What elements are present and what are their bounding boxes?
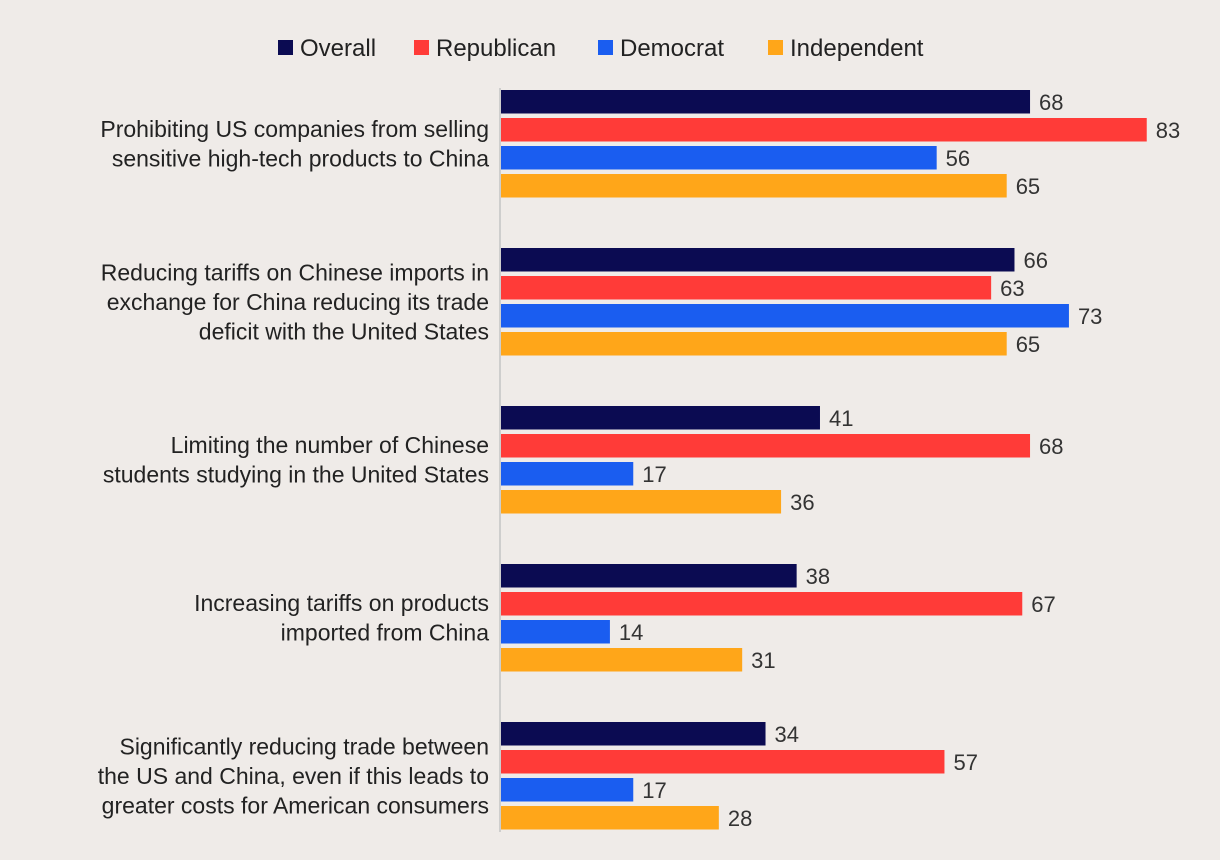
legend-swatch-democrat [598, 40, 613, 55]
value-label-republican-3: 68 [1039, 434, 1063, 459]
category-label-1-line-2: sensitive high-tech products to China [112, 146, 489, 172]
bar-republican-2 [501, 276, 992, 300]
value-labels: 68 83 56 65 66 63 73 65 41 68 17 36 38 67 14 31 34 57 17 28 [619, 90, 1180, 831]
category-label-3-line-2: students studying in the United States [103, 462, 489, 488]
value-label-democrat-2: 73 [1078, 304, 1102, 329]
value-label-overall-3: 41 [829, 406, 853, 431]
value-label-republican-4: 67 [1031, 592, 1055, 617]
value-label-independent-4: 31 [751, 648, 775, 673]
category-label-2-line-3: deficit with the United States [199, 318, 489, 344]
bar-overall-1 [501, 90, 1031, 114]
category-label-5-line-1: Significantly reducing trade between [119, 733, 489, 759]
bar-democrat-5 [501, 778, 634, 802]
category-label-5-line-2: the US and China, even if this leads to [98, 763, 489, 789]
bar-overall-3 [501, 406, 820, 430]
bars [501, 90, 1147, 830]
bar-independent-3 [501, 490, 782, 514]
bar-democrat-4 [501, 620, 610, 644]
category-label-2-line-2: exchange for China reducing its trade [107, 289, 489, 315]
value-label-democrat-1: 56 [946, 146, 970, 171]
category-labels: Prohibiting US companies from selling sen… [98, 116, 489, 818]
bar-independent-2 [501, 332, 1007, 356]
bar-overall-2 [501, 248, 1015, 272]
legend-swatch-independent [768, 40, 783, 55]
bar-republican-5 [501, 750, 945, 774]
bar-overall-5 [501, 722, 766, 746]
bar-republican-3 [501, 434, 1031, 458]
legend: Overall Republican Democrat Independent [278, 35, 924, 62]
value-label-republican-2: 63 [1000, 276, 1024, 301]
bar-republican-4 [501, 592, 1023, 616]
bar-republican-1 [501, 118, 1147, 142]
category-label-4-line-1: Increasing tariffs on products [194, 590, 489, 616]
category-label-5-line-3: greater costs for American consumers [102, 792, 489, 818]
legend-swatch-republican [414, 40, 429, 55]
legend-label-independent: Independent [790, 35, 924, 62]
legend-label-democrat: Democrat [620, 35, 724, 62]
category-label-1-line-1: Prohibiting US companies from selling [100, 116, 489, 142]
bar-independent-1 [501, 174, 1007, 198]
bar-independent-5 [501, 806, 719, 830]
value-label-independent-2: 65 [1016, 332, 1040, 357]
bar-overall-4 [501, 564, 797, 588]
value-label-independent-3: 36 [790, 490, 814, 515]
legend-swatch-overall [278, 40, 293, 55]
value-label-overall-5: 34 [775, 722, 799, 747]
value-label-overall-1: 68 [1039, 90, 1063, 115]
value-label-independent-1: 65 [1016, 174, 1040, 199]
legend-label-republican: Republican [436, 35, 556, 62]
bar-democrat-1 [501, 146, 937, 170]
value-label-republican-1: 83 [1156, 118, 1180, 143]
bar-independent-4 [501, 648, 743, 672]
value-label-independent-5: 28 [728, 806, 752, 831]
bar-democrat-3 [501, 462, 634, 486]
category-label-3-line-1: Limiting the number of Chinese [171, 432, 489, 458]
value-label-democrat-3: 17 [642, 462, 666, 487]
bar-democrat-2 [501, 304, 1069, 328]
legend-label-overall: Overall [300, 35, 376, 62]
category-label-4-line-2: imported from China [281, 620, 490, 646]
category-label-2-line-1: Reducing tariffs on Chinese imports in [101, 259, 489, 285]
value-label-overall-2: 66 [1023, 248, 1047, 273]
value-label-democrat-5: 17 [642, 778, 666, 803]
value-label-overall-4: 38 [806, 564, 830, 589]
value-label-democrat-4: 14 [619, 620, 643, 645]
value-label-republican-5: 57 [953, 750, 977, 775]
